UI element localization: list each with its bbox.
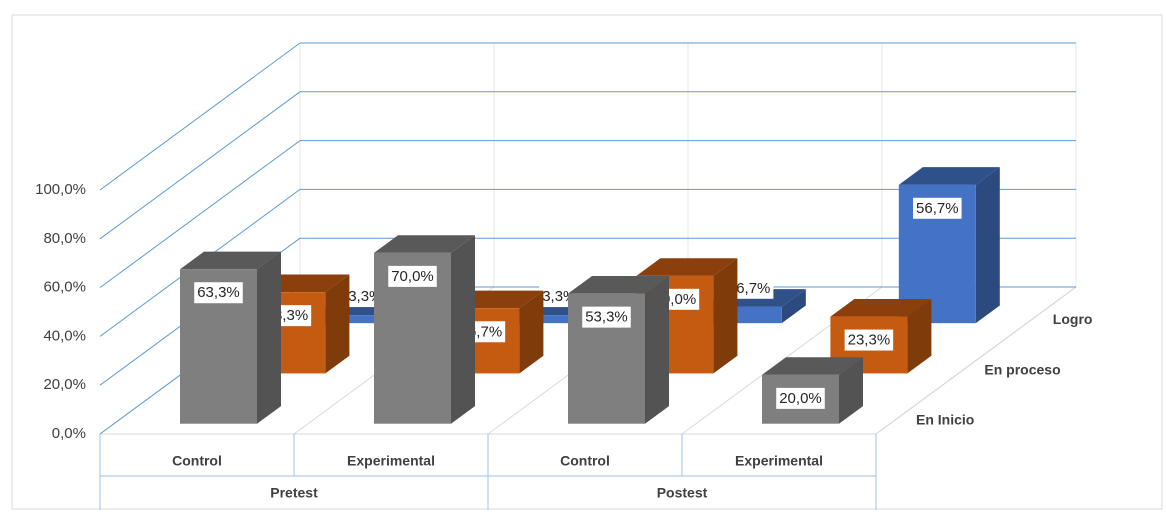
bar-side [257, 251, 281, 424]
bar: 23,3% [830, 298, 932, 374]
bar-side [713, 258, 738, 374]
value-label-box [194, 282, 243, 304]
value-label: 20,0% [776, 387, 825, 409]
bar-front [316, 315, 394, 324]
x-tick-label: Control [172, 453, 222, 469]
value-label-box [582, 306, 631, 328]
x-tick-label: Control [560, 453, 610, 469]
grid-line [99, 42, 301, 191]
bar-side [907, 298, 932, 374]
depth-label: Logro [1053, 311, 1093, 327]
value-label-text: 3,3% [542, 288, 576, 305]
y-tick-label: 20,0% [43, 376, 86, 393]
bar-front [510, 315, 588, 324]
grid-line [99, 140, 301, 289]
bar-side [519, 290, 544, 374]
bar-top [568, 276, 669, 294]
value-label-text: 23,3% [848, 332, 891, 349]
value-label-text: 6,7% [736, 280, 770, 297]
bar: 20,0% [762, 357, 863, 424]
x-tick-label: Experimental [735, 453, 823, 469]
value-label-text: 53,3% [585, 309, 628, 326]
bar-top [830, 298, 932, 317]
value-label-box [388, 265, 437, 287]
value-label: 63,3% [194, 282, 243, 304]
bar-top [636, 258, 738, 276]
y-tick-label: 40,0% [43, 327, 86, 344]
bar-top [898, 167, 1000, 185]
value-label: 56,7% [913, 197, 962, 219]
y-tick-label: 0,0% [52, 425, 86, 442]
value-label: 23,3% [844, 329, 894, 351]
value-label-box [733, 277, 774, 299]
value-label: 6,7% [733, 277, 774, 299]
value-label-text: 20,0% [779, 390, 822, 407]
bar-side [645, 276, 669, 424]
bar: 53,3% [568, 276, 669, 424]
bar-top [762, 357, 863, 375]
value-label-text: 63,3% [197, 284, 240, 301]
depth-label: En Inicio [916, 412, 974, 428]
bar-side [451, 235, 475, 424]
bar: 70,0% [374, 235, 475, 424]
y-tick-label: 100,0% [35, 181, 86, 198]
value-label-box [844, 329, 894, 351]
bar-side [839, 357, 863, 424]
value-label: 53,3% [582, 306, 631, 328]
value-label-text: 3,3% [348, 288, 382, 305]
floor-line [875, 286, 1077, 435]
group-label: Postest [657, 485, 708, 501]
y-tick-label: 80,0% [43, 230, 86, 247]
bar-side [325, 274, 350, 374]
bar-side [781, 289, 806, 324]
value-label-text: 56,7% [916, 200, 959, 217]
x-tick-label: Experimental [347, 453, 435, 469]
bar-top [180, 251, 281, 270]
grid-line [99, 91, 301, 240]
value-label-box [776, 387, 825, 409]
bar: 63,3% [180, 251, 281, 424]
value-label: 70,0% [388, 265, 437, 287]
depth-label: En proceso [984, 361, 1060, 377]
bar-side [975, 167, 1000, 324]
y-tick-label: 60,0% [43, 279, 86, 296]
group-label: Pretest [270, 485, 318, 501]
value-label-text: 70,0% [391, 268, 434, 285]
bar-top [374, 235, 475, 253]
value-label-box [913, 197, 962, 219]
chart-border [11, 14, 1163, 510]
